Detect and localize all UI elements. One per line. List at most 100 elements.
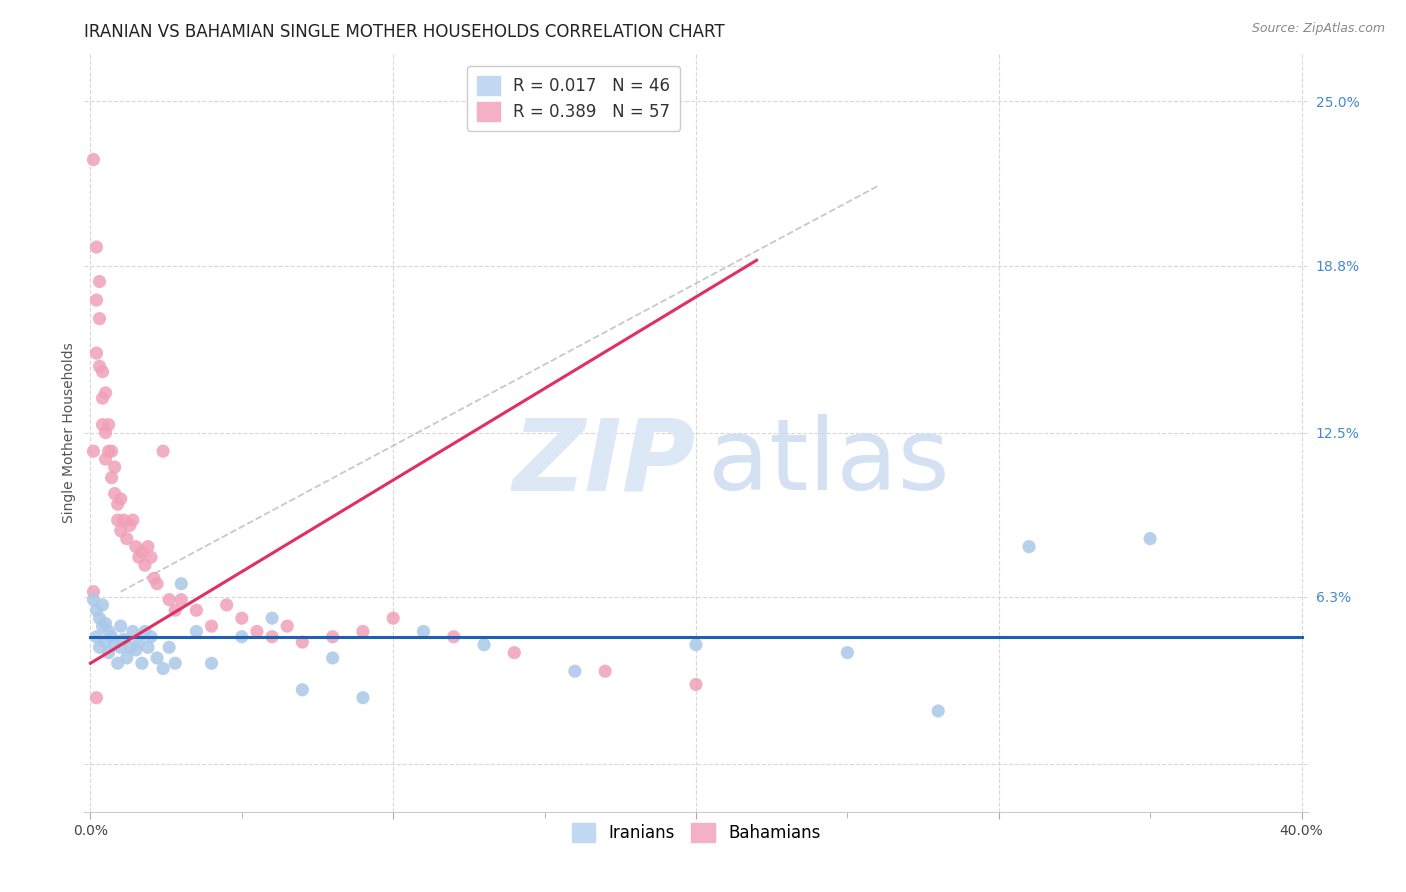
- Point: [125, 643, 148, 657]
- Point: [291, 682, 314, 697]
- Point: [110, 491, 132, 506]
- Point: [100, 471, 122, 485]
- Point: [131, 545, 153, 559]
- Point: [322, 651, 344, 665]
- Point: [131, 657, 153, 671]
- Point: [186, 624, 208, 639]
- Point: [89, 611, 111, 625]
- Point: [165, 657, 187, 671]
- Point: [121, 624, 143, 639]
- Point: [104, 460, 127, 475]
- Point: [139, 630, 162, 644]
- Point: [143, 571, 166, 585]
- Point: [1018, 540, 1040, 554]
- Point: [246, 624, 269, 639]
- Point: [146, 576, 169, 591]
- Point: [157, 640, 180, 655]
- Point: [91, 598, 114, 612]
- Point: [107, 497, 129, 511]
- Point: [134, 624, 156, 639]
- Point: [136, 540, 159, 554]
- Point: [82, 584, 104, 599]
- Text: ZIP: ZIP: [513, 415, 696, 511]
- Point: [443, 630, 465, 644]
- Point: [170, 576, 193, 591]
- Point: [503, 646, 526, 660]
- Point: [472, 638, 495, 652]
- Point: [104, 638, 127, 652]
- Point: [110, 640, 132, 655]
- Point: [82, 153, 104, 167]
- Point: [200, 657, 222, 671]
- Point: [82, 592, 104, 607]
- Point: [139, 550, 162, 565]
- Point: [112, 632, 135, 647]
- Point: [97, 417, 120, 432]
- Point: [94, 425, 117, 440]
- Legend: Iranians, Bahamians: Iranians, Bahamians: [565, 816, 827, 849]
- Point: [412, 624, 434, 639]
- Point: [262, 611, 284, 625]
- Point: [94, 452, 117, 467]
- Point: [128, 550, 150, 565]
- Point: [110, 619, 132, 633]
- Point: [165, 603, 187, 617]
- Point: [91, 619, 114, 633]
- Point: [593, 664, 616, 678]
- Point: [215, 598, 238, 612]
- Point: [112, 513, 135, 527]
- Point: [89, 640, 111, 655]
- Point: [322, 630, 344, 644]
- Point: [94, 635, 117, 649]
- Point: [115, 532, 138, 546]
- Point: [86, 603, 108, 617]
- Point: [110, 524, 132, 538]
- Point: [125, 540, 148, 554]
- Point: [927, 704, 949, 718]
- Point: [352, 624, 374, 639]
- Point: [97, 646, 120, 660]
- Point: [186, 603, 208, 617]
- Point: [89, 275, 111, 289]
- Point: [118, 518, 141, 533]
- Point: [121, 513, 143, 527]
- Point: [107, 657, 129, 671]
- Point: [685, 677, 707, 691]
- Point: [97, 444, 120, 458]
- Point: [100, 630, 122, 644]
- Text: Source: ZipAtlas.com: Source: ZipAtlas.com: [1251, 22, 1385, 36]
- Point: [86, 293, 108, 307]
- Point: [94, 385, 117, 400]
- Point: [136, 640, 159, 655]
- Point: [291, 635, 314, 649]
- Point: [231, 611, 253, 625]
- Point: [86, 630, 108, 644]
- Point: [91, 365, 114, 379]
- Point: [276, 619, 298, 633]
- Point: [104, 486, 127, 500]
- Text: atlas: atlas: [709, 415, 950, 511]
- Point: [200, 619, 222, 633]
- Point: [86, 690, 108, 705]
- Text: IRANIAN VS BAHAMIAN SINGLE MOTHER HOUSEHOLDS CORRELATION CHART: IRANIAN VS BAHAMIAN SINGLE MOTHER HOUSEH…: [84, 23, 725, 41]
- Point: [157, 592, 180, 607]
- Point: [91, 391, 114, 405]
- Point: [146, 651, 169, 665]
- Point: [91, 417, 114, 432]
- Point: [97, 624, 120, 639]
- Point: [262, 630, 284, 644]
- Point: [564, 664, 586, 678]
- Point: [685, 638, 707, 652]
- Point: [86, 240, 108, 254]
- Point: [107, 513, 129, 527]
- Point: [128, 635, 150, 649]
- Point: [94, 616, 117, 631]
- Point: [86, 346, 108, 360]
- Point: [1139, 532, 1161, 546]
- Point: [152, 444, 174, 458]
- Point: [837, 646, 859, 660]
- Point: [118, 640, 141, 655]
- Point: [134, 558, 156, 573]
- Point: [89, 359, 111, 374]
- Point: [170, 592, 193, 607]
